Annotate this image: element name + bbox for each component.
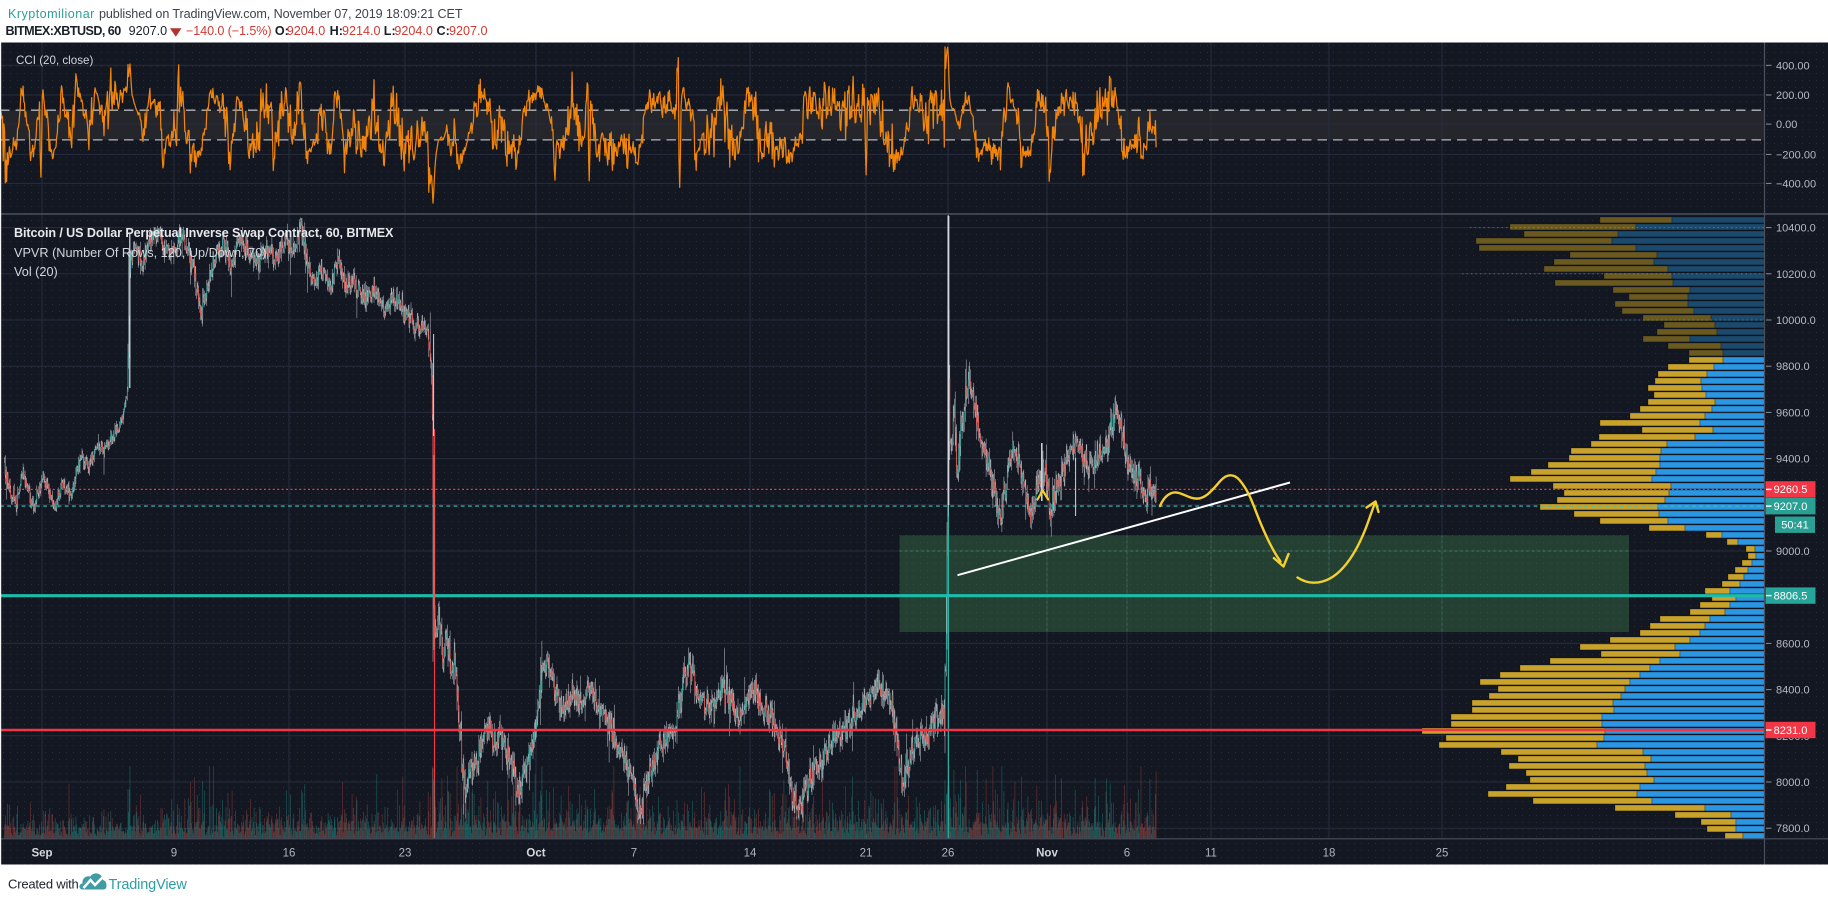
svg-text:L:: L: xyxy=(384,24,396,38)
svg-text:TradingView: TradingView xyxy=(109,877,188,893)
svg-text:Kryptomilionar: Kryptomilionar xyxy=(8,7,95,21)
svg-text:Bitcoin / US Dollar Perpetual: Bitcoin / US Dollar Perpetual Inverse Sw… xyxy=(14,226,394,240)
svg-text:11: 11 xyxy=(1205,847,1217,859)
svg-text:10000.0: 10000.0 xyxy=(1776,315,1816,327)
svg-text:18: 18 xyxy=(1323,847,1336,859)
svg-text:0.00: 0.00 xyxy=(1776,119,1797,131)
svg-text:9204.0: 9204.0 xyxy=(394,24,433,38)
svg-text:26: 26 xyxy=(942,847,955,859)
svg-text:8600.0: 8600.0 xyxy=(1776,638,1810,650)
svg-text:9207.0: 9207.0 xyxy=(129,24,168,38)
svg-text:9214.0: 9214.0 xyxy=(342,24,381,38)
svg-text:10200.0: 10200.0 xyxy=(1776,269,1816,281)
svg-text:9204.0: 9204.0 xyxy=(287,24,326,38)
svg-text:14: 14 xyxy=(744,847,757,859)
svg-text:16: 16 xyxy=(283,847,296,859)
svg-text:50:41: 50:41 xyxy=(1781,520,1809,532)
svg-text:400.00: 400.00 xyxy=(1776,60,1810,72)
svg-text:Vol (20): Vol (20) xyxy=(14,265,58,279)
svg-text:8000.0: 8000.0 xyxy=(1776,777,1810,789)
svg-text:23: 23 xyxy=(399,847,412,859)
svg-text:8231.0: 8231.0 xyxy=(1774,725,1808,737)
svg-text:−200.00: −200.00 xyxy=(1776,149,1816,161)
svg-text:published on TradingView.com,: published on TradingView.com, November 0… xyxy=(99,7,463,21)
svg-text:CCI (20, close): CCI (20, close) xyxy=(16,54,93,67)
svg-text:9207.0: 9207.0 xyxy=(449,24,488,38)
svg-text:9800.0: 9800.0 xyxy=(1776,361,1810,373)
svg-text:H:: H: xyxy=(330,24,343,38)
svg-text:9260.5: 9260.5 xyxy=(1774,484,1808,496)
svg-text:Sep: Sep xyxy=(31,847,52,859)
svg-text:9000.0: 9000.0 xyxy=(1776,546,1810,558)
svg-text:200.00: 200.00 xyxy=(1776,90,1810,102)
svg-text:8400.0: 8400.0 xyxy=(1776,685,1810,697)
svg-text:25: 25 xyxy=(1436,847,1449,859)
svg-text:BITMEX:XBTUSD, 60: BITMEX:XBTUSD, 60 xyxy=(6,24,122,38)
svg-text:9600.0: 9600.0 xyxy=(1776,407,1810,419)
svg-text:VPVR (Number Of Rows, 120, Up/: VPVR (Number Of Rows, 120, Up/Down, 70) xyxy=(14,246,266,260)
svg-text:6: 6 xyxy=(1124,847,1130,859)
svg-text:C:: C: xyxy=(437,24,450,38)
svg-text:8806.5: 8806.5 xyxy=(1774,591,1808,603)
svg-text:O:: O: xyxy=(275,24,289,38)
svg-text:9: 9 xyxy=(171,847,177,859)
svg-text:−140.0 (−1.5%): −140.0 (−1.5%) xyxy=(186,24,271,38)
svg-text:10400.0: 10400.0 xyxy=(1776,223,1816,235)
svg-text:7: 7 xyxy=(631,847,637,859)
svg-text:−400.00: −400.00 xyxy=(1776,178,1816,190)
svg-text:Created with: Created with xyxy=(8,876,79,891)
svg-text:9207.0: 9207.0 xyxy=(1774,501,1808,513)
svg-text:7800.0: 7800.0 xyxy=(1776,823,1810,835)
svg-text:Nov: Nov xyxy=(1036,847,1058,859)
svg-text:Oct: Oct xyxy=(526,847,545,859)
svg-text:9400.0: 9400.0 xyxy=(1776,454,1810,466)
svg-text:21: 21 xyxy=(860,847,873,859)
